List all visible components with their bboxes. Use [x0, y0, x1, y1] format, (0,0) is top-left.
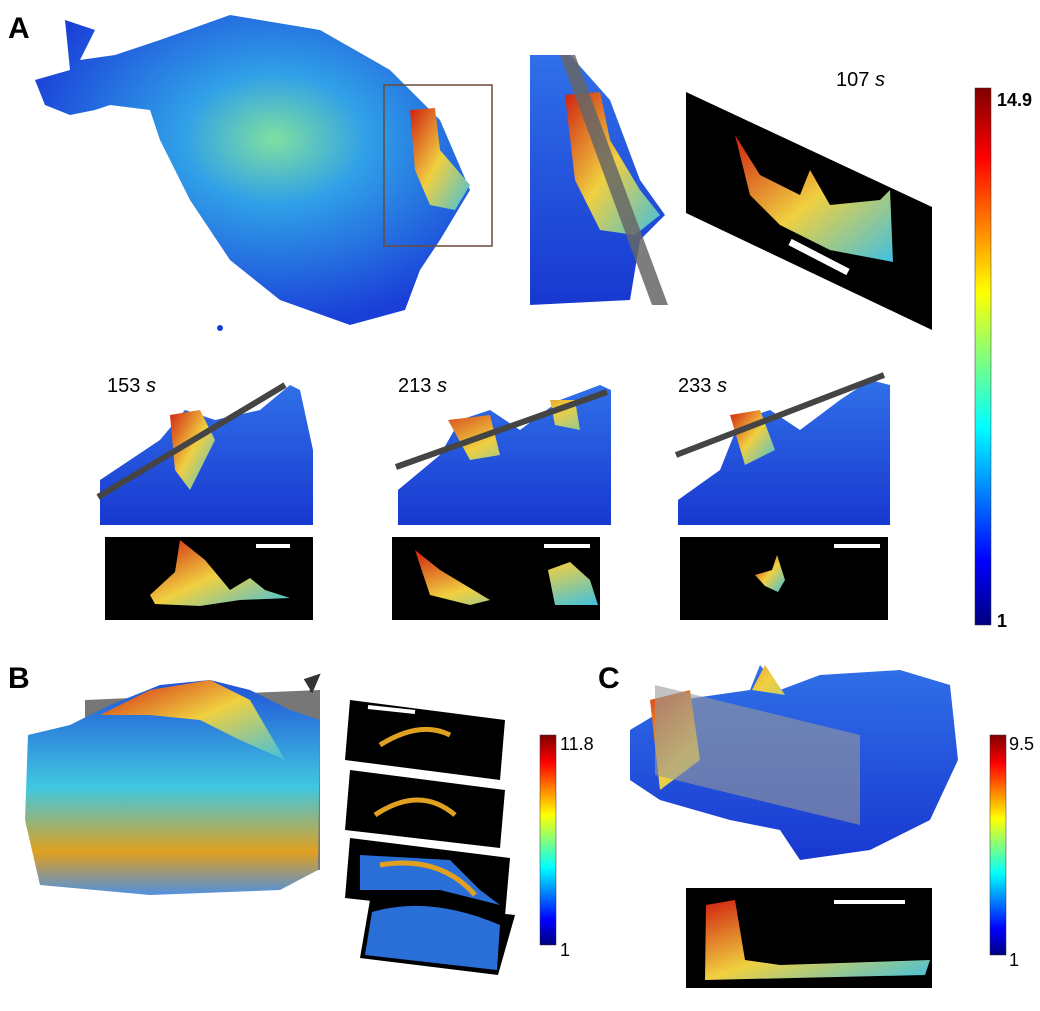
colorbar-max: 11.8: [560, 734, 594, 754]
colorbar-min: 1: [1009, 950, 1019, 970]
time-label: 213 s: [398, 375, 447, 397]
time-label: 107 s: [836, 69, 885, 91]
cell-render-b: [25, 676, 320, 895]
panel-label: A: [8, 12, 30, 45]
slice-stack: [345, 700, 515, 975]
colorbar-max: 9.5: [1009, 734, 1034, 754]
colorbar-min: 1: [560, 940, 570, 960]
colorbar-min: 1: [997, 611, 1007, 631]
colorbar: [990, 735, 1006, 955]
panel-label: C: [598, 662, 620, 695]
colorbar: [975, 88, 991, 625]
zoom-render: [530, 55, 668, 305]
frame-233: [676, 375, 890, 620]
time-series: [98, 375, 890, 620]
colorbar: [540, 735, 556, 945]
colorbar-max: 14.9: [997, 90, 1032, 110]
figure: A 107 s 153 s 213 s 233 s 14.9 1 B 11.8 …: [0, 0, 1040, 1011]
slice-107: [686, 92, 932, 330]
panel-label: B: [8, 662, 30, 695]
frame-153: [98, 385, 313, 620]
cell-render-c: [630, 665, 958, 988]
time-label: 153 s: [107, 375, 156, 397]
time-label: 233 s: [678, 375, 727, 397]
frame-213: [392, 385, 611, 620]
cell-render: [35, 15, 470, 331]
